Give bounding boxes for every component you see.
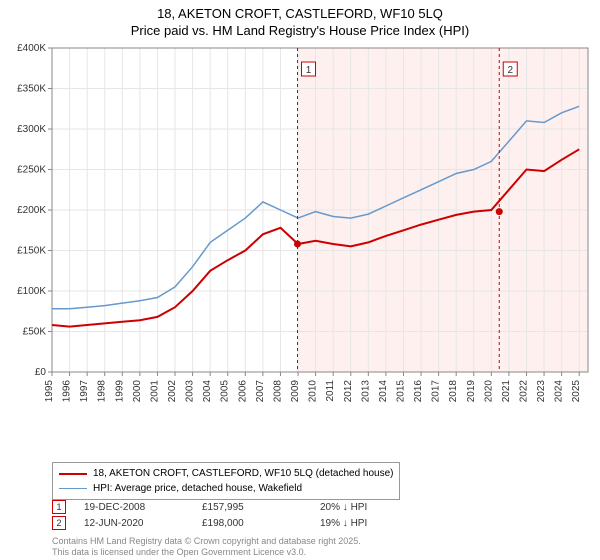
annotation-diff: 19% ↓ HPI bbox=[320, 518, 420, 529]
svg-text:2025: 2025 bbox=[571, 380, 582, 403]
svg-text:£50K: £50K bbox=[23, 327, 47, 338]
svg-text:1996: 1996 bbox=[62, 380, 73, 403]
svg-text:2024: 2024 bbox=[554, 380, 565, 403]
svg-text:2017: 2017 bbox=[431, 380, 442, 403]
svg-text:2008: 2008 bbox=[272, 380, 283, 403]
legend: 18, AKETON CROFT, CASTLEFORD, WF10 5LQ (… bbox=[52, 462, 400, 500]
svg-text:£150K: £150K bbox=[17, 246, 46, 257]
svg-text:2010: 2010 bbox=[308, 380, 319, 403]
svg-text:2003: 2003 bbox=[185, 380, 196, 403]
chart-title: 18, AKETON CROFT, CASTLEFORD, WF10 5LQ P… bbox=[0, 0, 600, 40]
svg-text:£0: £0 bbox=[35, 367, 47, 378]
svg-text:2011: 2011 bbox=[325, 380, 336, 402]
svg-text:2012: 2012 bbox=[343, 380, 354, 403]
copyright: Contains HM Land Registry data © Crown c… bbox=[52, 536, 361, 558]
annotation-marker: 1 bbox=[52, 500, 66, 514]
legend-item: 18, AKETON CROFT, CASTLEFORD, WF10 5LQ (… bbox=[59, 466, 393, 481]
annotation-date: 19-DEC-2008 bbox=[84, 502, 184, 513]
annotation-row: 2 12-JUN-2020 £198,000 19% ↓ HPI bbox=[52, 516, 420, 530]
annotation-table: 1 19-DEC-2008 £157,995 20% ↓ HPI 2 12-JUN-202… bbox=[52, 500, 420, 532]
svg-text:2020: 2020 bbox=[483, 380, 494, 403]
svg-text:1998: 1998 bbox=[97, 380, 108, 403]
annotation-price: £198,000 bbox=[202, 518, 302, 529]
annotation-marker: 2 bbox=[52, 516, 66, 530]
svg-text:2014: 2014 bbox=[378, 380, 389, 403]
svg-text:2004: 2004 bbox=[202, 380, 213, 403]
svg-text:1995: 1995 bbox=[44, 380, 55, 403]
annotation-diff: 20% ↓ HPI bbox=[320, 502, 420, 513]
title-line1: 18, AKETON CROFT, CASTLEFORD, WF10 5LQ bbox=[157, 6, 443, 21]
svg-text:2016: 2016 bbox=[413, 380, 424, 403]
annotation-date: 12-JUN-2020 bbox=[84, 518, 184, 529]
svg-text:£100K: £100K bbox=[17, 286, 46, 297]
svg-text:2023: 2023 bbox=[536, 380, 547, 403]
svg-text:£350K: £350K bbox=[17, 84, 46, 95]
svg-text:2002: 2002 bbox=[167, 380, 178, 403]
svg-text:1: 1 bbox=[306, 65, 312, 76]
svg-text:1999: 1999 bbox=[114, 380, 125, 403]
copyright-line1: Contains HM Land Registry data © Crown c… bbox=[52, 536, 361, 546]
title-line2: Price paid vs. HM Land Registry's House … bbox=[131, 23, 469, 38]
svg-text:2000: 2000 bbox=[132, 380, 143, 403]
svg-text:2006: 2006 bbox=[237, 380, 248, 403]
svg-text:2021: 2021 bbox=[501, 380, 512, 403]
svg-text:2022: 2022 bbox=[518, 380, 529, 403]
annotation-row: 1 19-DEC-2008 £157,995 20% ↓ HPI bbox=[52, 500, 420, 514]
svg-text:£400K: £400K bbox=[17, 43, 46, 54]
svg-text:2005: 2005 bbox=[220, 380, 231, 403]
svg-text:2007: 2007 bbox=[255, 380, 266, 403]
svg-text:2: 2 bbox=[507, 65, 513, 76]
svg-text:2019: 2019 bbox=[466, 380, 477, 403]
legend-swatch bbox=[59, 473, 87, 475]
svg-text:2013: 2013 bbox=[360, 380, 371, 403]
svg-text:£200K: £200K bbox=[17, 205, 46, 216]
legend-item: HPI: Average price, detached house, Wake… bbox=[59, 481, 393, 496]
svg-text:2018: 2018 bbox=[448, 380, 459, 403]
copyright-line2: This data is licensed under the Open Gov… bbox=[52, 547, 306, 557]
svg-text:2009: 2009 bbox=[290, 380, 301, 403]
legend-label: HPI: Average price, detached house, Wake… bbox=[93, 481, 302, 496]
svg-text:1997: 1997 bbox=[79, 380, 90, 403]
chart-container: 18, AKETON CROFT, CASTLEFORD, WF10 5LQ P… bbox=[0, 0, 600, 560]
svg-text:2015: 2015 bbox=[395, 380, 406, 403]
svg-text:2001: 2001 bbox=[149, 380, 160, 403]
line-chart: £0 £50K £100K £150K £200K £250K £300K £350K £400… bbox=[0, 42, 600, 422]
chart-area: £0 £50K £100K £150K £200K £250K £300K £350K £400… bbox=[0, 42, 600, 422]
svg-text:£300K: £300K bbox=[17, 124, 46, 135]
legend-label: 18, AKETON CROFT, CASTLEFORD, WF10 5LQ (… bbox=[93, 466, 393, 481]
annotation-price: £157,995 bbox=[202, 502, 302, 513]
svg-text:£250K: £250K bbox=[17, 165, 46, 176]
legend-swatch bbox=[59, 488, 87, 490]
